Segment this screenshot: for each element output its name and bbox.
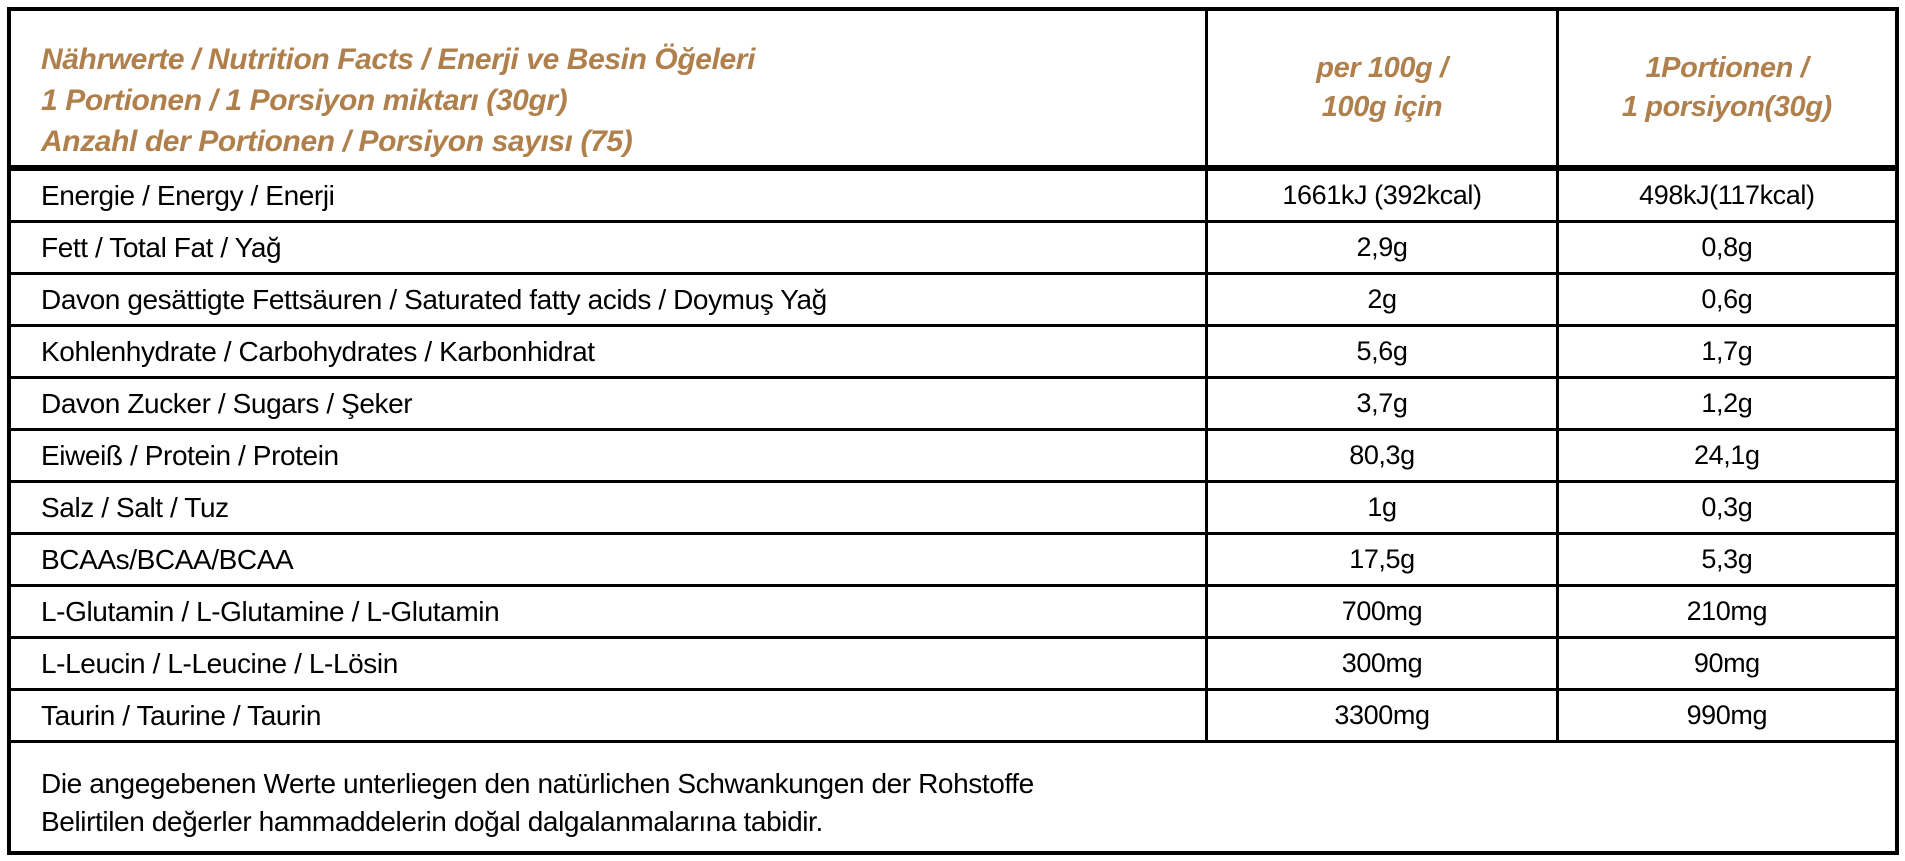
column-header-portion-line-2: 1 porsiyon(30g): [1621, 91, 1832, 123]
per-portion-value: 1,2g: [1701, 388, 1753, 418]
nutrient-label: Eiweiß / Protein / Protein: [11, 431, 1209, 480]
nutrition-facts-table: Nährwerte / Nutrition Facts / Enerji ve …: [7, 7, 1899, 855]
nutrient-row-protein: Eiweiß / Protein / Protein 80,3g 24,1g: [11, 431, 1895, 483]
per-portion-value: 1,7g: [1701, 336, 1753, 366]
per-100g-value: 700mg: [1208, 587, 1559, 636]
table-title: Nährwerte / Nutrition Facts / Enerji ve …: [11, 11, 1209, 165]
nutrient-row-sugars: Davon Zucker / Sugars / Şeker 3,7g 1,2g: [11, 379, 1895, 431]
nutrient-label: Davon gesättigte Fettsäuren / Saturated …: [11, 275, 1209, 324]
per-portion-value: 24,1g: [1694, 440, 1760, 470]
nutrient-row-bcaa: BCAAs/BCAA/BCAA 17,5g 5,3g: [11, 535, 1895, 587]
per-portion-value: 0,6g: [1701, 284, 1753, 314]
disclaimer: Die angegebenen Werte unterliegen den na…: [11, 743, 1895, 851]
per-portion-value: 210mg: [1686, 596, 1768, 626]
nutrient-row-energy: Energie / Energy / Enerji 1661kJ (392kca…: [11, 171, 1895, 223]
per-100g-value: 80,3g: [1208, 431, 1559, 480]
per-portion-value: 5,3g: [1701, 544, 1753, 574]
per-100g-value: 3300mg: [1208, 691, 1559, 740]
disclaimer-line-german: Die angegebenen Werte unterliegen den na…: [41, 768, 1034, 799]
per-portion-value: 0,3g: [1701, 492, 1753, 522]
nutrient-label: Energie / Energy / Enerji: [11, 171, 1209, 220]
nutrient-label: Kohlenhydrate / Carbohydrates / Karbonhi…: [11, 327, 1209, 376]
per-100g-value: 1g: [1208, 483, 1559, 532]
nutrient-label: BCAAs/BCAA/BCAA: [11, 535, 1209, 584]
per-100g-value: 5,6g: [1208, 327, 1559, 376]
column-header-per-100g-line-1: per 100g /: [1316, 52, 1448, 84]
nutrient-label: L-Glutamin / L-Glutamine / L-Glutamin: [11, 587, 1209, 636]
nutrient-row-l-glutamine: L-Glutamin / L-Glutamine / L-Glutamin 70…: [11, 587, 1895, 639]
per-100g-value: 1661kJ (392kcal): [1208, 171, 1559, 220]
per-portion-value: 0,8g: [1701, 232, 1753, 262]
nutrient-label: L-Leucin / L-Leucine / L-Lösin: [11, 639, 1209, 688]
nutrient-row-saturated-fat: Davon gesättigte Fettsäuren / Saturated …: [11, 275, 1895, 327]
nutrient-label: Davon Zucker / Sugars / Şeker: [11, 379, 1209, 428]
column-header-portion: 1Portionen / 1 porsiyon(30g): [1559, 11, 1895, 165]
table-title-line-1: Nährwerte / Nutrition Facts / Enerji ve …: [41, 43, 756, 76]
disclaimer-line-turkish: Belirtilen değerler hammaddelerin doğal …: [41, 806, 823, 837]
per-portion-value: 498kJ(117kcal): [1639, 180, 1815, 210]
nutrient-label: Salz / Salt / Tuz: [11, 483, 1209, 532]
nutrient-row-carbohydrates: Kohlenhydrate / Carbohydrates / Karbonhi…: [11, 327, 1895, 379]
table-title-line-3: Anzahl der Portionen / Porsiyon sayısı (…: [41, 125, 633, 158]
per-portion-value: 990mg: [1686, 700, 1768, 730]
nutrient-row-fat: Fett / Total Fat / Yağ 2,9g 0,8g: [11, 223, 1895, 275]
nutrient-label: Fett / Total Fat / Yağ: [11, 223, 1209, 272]
column-header-per-100g: per 100g / 100g için: [1208, 11, 1559, 165]
nutrient-row-l-leucine: L-Leucin / L-Leucine / L-Lösin 300mg 90m…: [11, 639, 1895, 691]
column-header-per-100g-line-2: 100g için: [1321, 91, 1443, 123]
per-100g-value: 2g: [1208, 275, 1559, 324]
table-header-row: Nährwerte / Nutrition Facts / Enerji ve …: [11, 11, 1895, 171]
per-100g-value: 3,7g: [1208, 379, 1559, 428]
table-title-line-2: 1 Portionen / 1 Porsiyon miktarı (30gr): [41, 84, 568, 117]
per-100g-value: 300mg: [1208, 639, 1559, 688]
per-100g-value: 17,5g: [1208, 535, 1559, 584]
per-portion-value: 90mg: [1693, 648, 1760, 678]
per-100g-value: 2,9g: [1208, 223, 1559, 272]
nutrient-label: Taurin / Taurine / Taurin: [11, 691, 1209, 740]
column-header-portion-line-1: 1Portionen /: [1645, 52, 1809, 84]
nutrient-row-taurine: Taurin / Taurine / Taurin 3300mg 990mg: [11, 691, 1895, 743]
nutrient-row-salt: Salz / Salt / Tuz 1g 0,3g: [11, 483, 1895, 535]
